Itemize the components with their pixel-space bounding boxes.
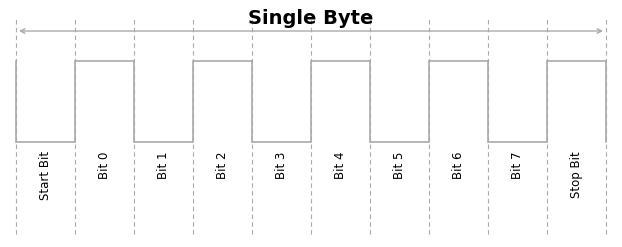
Text: Bit 6: Bit 6 (452, 151, 465, 179)
Text: Bit 7: Bit 7 (511, 151, 524, 179)
Text: Stop Bit: Stop Bit (570, 151, 583, 198)
Text: Bit 3: Bit 3 (275, 151, 288, 179)
Text: Bit 1: Bit 1 (157, 151, 170, 179)
Text: Single Byte: Single Byte (248, 9, 374, 28)
Text: Start Bit: Start Bit (39, 151, 52, 200)
Text: Bit 0: Bit 0 (98, 151, 111, 179)
Text: Bit 5: Bit 5 (393, 151, 406, 179)
Text: Bit 2: Bit 2 (216, 151, 229, 179)
Text: Bit 4: Bit 4 (334, 151, 347, 179)
